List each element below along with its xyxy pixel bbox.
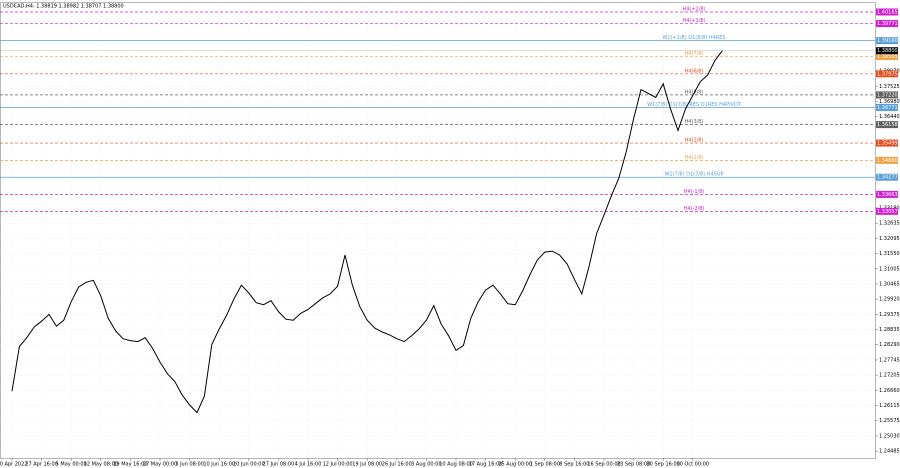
price-box (876, 173, 898, 181)
price-box (876, 156, 898, 164)
y-tick-label: 1.28835 (879, 327, 900, 333)
plot-frame (0, 2, 876, 459)
price-box (876, 52, 898, 60)
price-box (876, 91, 898, 99)
level-label: H4(6/8) (685, 68, 704, 74)
price-box (876, 121, 898, 129)
x-tick-label: 27 Apr 16:00 (25, 462, 58, 468)
y-tick-label: 1.31550 (879, 251, 900, 257)
y-tick-label: 1.32635 (879, 221, 900, 227)
price-box (876, 47, 898, 55)
price-box-label: 1.39160 (877, 38, 898, 44)
y-tick-label: 1.29375 (879, 312, 900, 318)
price-box (876, 190, 898, 198)
level-label: H4(3/8) (685, 119, 704, 125)
y-tick-label: 1.29920 (879, 297, 900, 303)
y-tick-label: 1.27745 (879, 357, 900, 363)
x-tick-label: 10 Oct 00:00 (676, 462, 709, 468)
price-box-label: 1.35499 (877, 141, 898, 147)
x-tick-label: 8 Sep 16:00 (559, 462, 589, 468)
x-tick-label: 4 Jul 16:00 (295, 462, 322, 468)
level-label: H4(-2/8) (684, 206, 705, 212)
price-box-label: 1.33057 (877, 209, 898, 215)
x-tick-label: 19 Jul 08:00 (352, 462, 382, 468)
price-box-label: 1.40185 (877, 9, 898, 15)
current-price-label: 1.38800 (877, 48, 898, 54)
x-tick-label: 16 Sep 00:00 (587, 462, 620, 468)
y-tick-label: 1.25575 (879, 418, 900, 424)
y-tick-label: 1.26115 (879, 403, 900, 409)
x-tick-label: 5 May 00:00 (56, 462, 87, 468)
price-box (876, 8, 898, 16)
price-box-label: 1.39771 (877, 21, 898, 27)
price-box (876, 70, 898, 78)
y-tick-label: 1.27205 (879, 373, 900, 379)
level-label: H4(+1/8) (682, 18, 705, 24)
price-box-label: 1.37975 (877, 71, 898, 77)
level-label: H4(-1/8) (684, 189, 705, 195)
y-tick-label: 1.37525 (879, 84, 900, 90)
x-tick-label: 12 May 08:00 (84, 462, 118, 468)
price-box (876, 20, 898, 28)
x-tick-label: 10 Jun 16:00 (203, 462, 235, 468)
price-line (11, 50, 723, 414)
y-tick-label: 1.36440 (879, 114, 900, 120)
price-box (876, 37, 898, 45)
level-label: W1(7/8) D1(7/8) RES D1RES H4PIVOT (647, 102, 742, 108)
x-tick-label: 30 Sep 16:00 (647, 462, 680, 468)
y-tick-label: 1.31005 (879, 266, 900, 272)
level-label: W1(7/8) D1(7/8) H4SUP (664, 172, 723, 178)
price-box-label: 1.37220 (877, 92, 898, 98)
y-tick-label: 1.30465 (879, 281, 900, 287)
price-box-label: 1.38595 (877, 54, 898, 60)
y-tick-label: 1.28290 (879, 342, 900, 348)
y-tick-label: 1.36980 (879, 99, 900, 105)
x-tick-label: 27 May 00:00 (143, 462, 177, 468)
x-tick-label: 12 Jul 00:00 (323, 462, 353, 468)
x-tick-label: 10 Aug 08:00 (439, 462, 473, 468)
y-tick-label: 1.25030 (879, 433, 900, 439)
x-tick-label: 27 Jun 08:00 (263, 462, 295, 468)
x-tick-label: 3 Jun 08:00 (175, 462, 204, 468)
x-tick-label: 20 Jun 00:00 (233, 462, 265, 468)
x-tick-label: 1 Sep 08:00 (530, 462, 560, 468)
x-tick-label: 23 Sep 08:00 (617, 462, 650, 468)
x-tick-label: 20 Apr 2022 (0, 462, 27, 468)
x-tick-label: 17 Aug 16:00 (469, 462, 503, 468)
level-label: H4(2/8) (685, 138, 704, 144)
price-box-label: 1.36771 (877, 105, 898, 111)
x-tick-label: 19 May 16:00 (113, 462, 147, 468)
price-box-label: 1.33663 (877, 192, 898, 198)
chart-title: USDCAD,H4: 1.38819 1.38982 1.38707 1.388… (3, 4, 124, 10)
y-tick-label: 1.24485 (879, 449, 900, 455)
level-label: H4(7/8) (685, 51, 704, 57)
y-tick-label: 1.26660 (879, 388, 900, 394)
y-tick-label: 1.32095 (879, 236, 900, 242)
price-box (876, 103, 898, 111)
level-label: H4(+2/8) (682, 6, 705, 12)
x-tick-label: 3 Aug 00:00 (411, 462, 442, 468)
x-tick-label: 25 Aug 00:00 (498, 462, 532, 468)
x-tick-label: 26 Jul 16:00 (382, 462, 412, 468)
price-box-label: 1.36158 (877, 122, 898, 128)
price-box-label: 1.34880 (877, 158, 898, 164)
level-label: H4(1/8) (685, 155, 704, 161)
level-label: W1(+1/8) D1(8/8) H4RES (662, 35, 725, 41)
price-box-label: 1.34277 (877, 175, 898, 181)
price-box (876, 207, 898, 215)
price-box (876, 139, 898, 147)
